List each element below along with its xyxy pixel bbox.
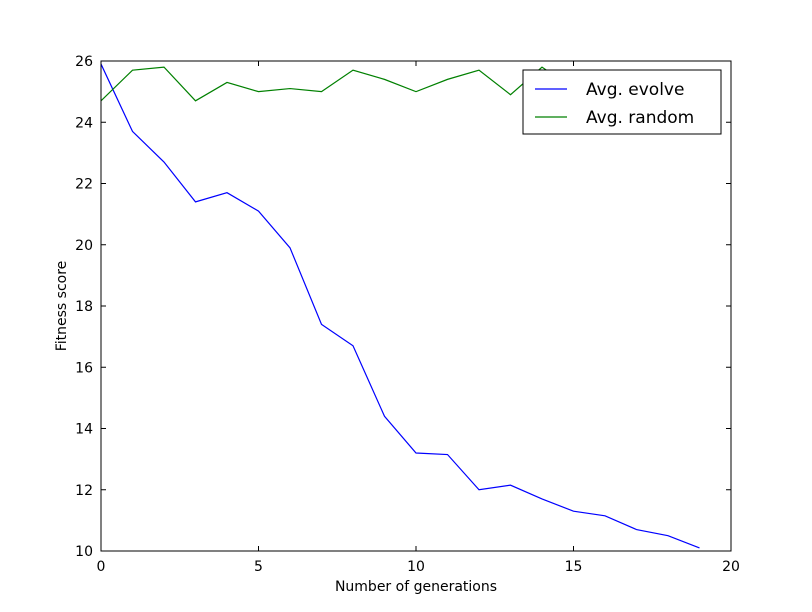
x-tick-label: 20 (722, 559, 740, 575)
series-layer (101, 63, 700, 549)
y-tick-label: 24 (75, 115, 93, 131)
y-tick-label: 16 (75, 360, 93, 376)
series-line-avg-evolve (101, 63, 700, 549)
legend-label-avg-evolve: Avg. evolve (586, 80, 684, 100)
x-axis-title: Number of generations (335, 579, 497, 595)
y-tick-label: 10 (75, 544, 93, 560)
x-tick-label: 15 (565, 559, 583, 575)
y-tick-label: 20 (75, 238, 93, 254)
x-tick-label: 5 (254, 559, 263, 575)
y-tick-label: 14 (75, 422, 93, 438)
y-tick-label: 12 (75, 483, 93, 499)
x-tick-label: 0 (97, 559, 106, 575)
ticks-layer: 0 5 10 15 20 10 12 14 16 18 20 22 24 26 (75, 54, 740, 575)
y-tick-label: 22 (75, 177, 93, 193)
x-tick-label: 10 (407, 559, 425, 575)
legend-box (522, 69, 722, 135)
y-tick-label: 26 (75, 54, 93, 70)
y-tick-label: 18 (75, 299, 93, 315)
y-axis-title: Fitness score (54, 261, 70, 352)
legend: Avg. evolve Avg. random (522, 69, 722, 135)
legend-label-avg-random: Avg. random (586, 108, 694, 128)
